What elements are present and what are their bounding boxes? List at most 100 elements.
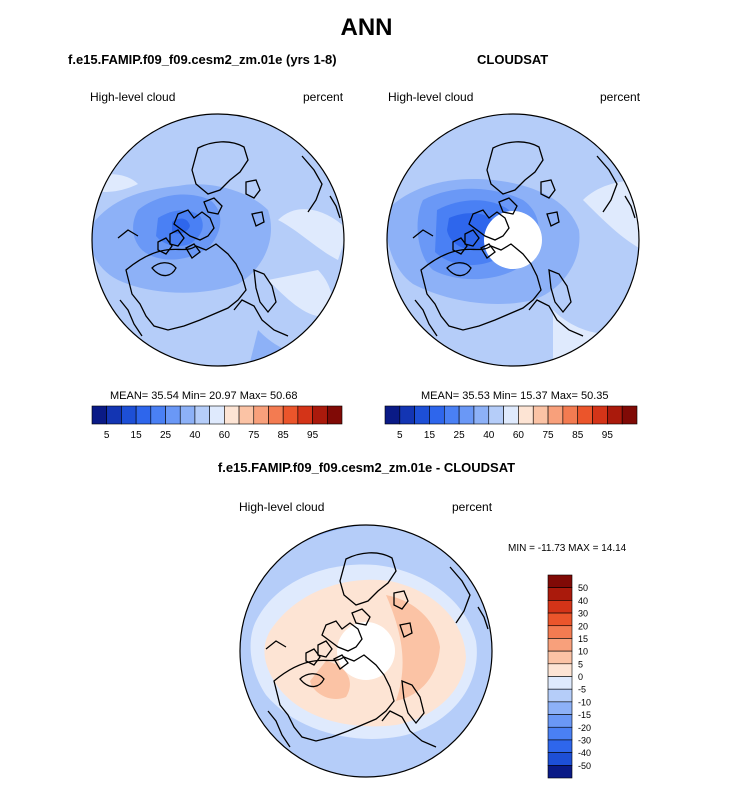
colorbar-diff-tick-label: 15 (578, 634, 588, 644)
colorbar-obs-swatch (607, 405, 623, 425)
colorbar-obs-swatch (547, 405, 564, 425)
colorbar-model-tick-label: 60 (219, 430, 231, 441)
panel-diff-stats: MIN = -11.73 MAX = 14.14 (508, 543, 626, 554)
panel-obs-variable-label: High-level cloud (388, 90, 474, 104)
colorbar-obs-swatch (532, 405, 549, 425)
map-panel-model (92, 114, 344, 366)
colorbar-model-swatch (150, 405, 166, 425)
colorbar-obs-tick-label: 95 (602, 430, 614, 441)
map-panel-diff (240, 525, 492, 777)
colorbar-obs-swatch (621, 405, 638, 425)
colorbar-diff-swatch (547, 714, 573, 728)
colorbar-model-tick-label: 95 (307, 430, 319, 441)
max-label: MAX = (568, 543, 599, 554)
panel-diff-title: f.e15.FAMIP.f09_f09.cesm2_zm.01e - CLOUD… (217, 460, 516, 475)
colorbar-obs-swatch (592, 405, 608, 425)
colorbar-diff-tick-label: -40 (578, 748, 591, 758)
colorbar-diff-swatch (547, 574, 573, 588)
colorbar-diff-tick-label: 0 (578, 672, 583, 682)
panel-obs-units-label: percent (600, 90, 641, 104)
panel-model-title: f.e15.FAMIP.f09_f09.cesm2_zm.01e (yrs 1-… (68, 52, 337, 67)
colorbar-diff-swatch (547, 638, 573, 652)
colorbar-diff-tick-label: -15 (578, 710, 591, 720)
colorbar-obs-tick-label: 5 (397, 430, 403, 441)
colorbar-diff-tick-label: 30 (578, 609, 588, 619)
colorbar-obs-swatch (503, 405, 519, 425)
colorbar-diff-swatch (547, 688, 573, 703)
colorbar-diff-swatch (547, 663, 573, 677)
colorbar-diff-swatch (547, 726, 573, 741)
colorbar-model-swatch (121, 405, 137, 425)
colorbar-obs-tick-label: 60 (513, 430, 525, 441)
colorbar-obs-tick-label: 40 (483, 430, 495, 441)
panel-model-variable-label: High-level cloud (90, 90, 176, 104)
colorbar-model-swatch (253, 405, 269, 425)
colorbar-model-swatch (209, 405, 225, 425)
colorbar-obs-swatch (458, 405, 475, 425)
panel-model-units-label: percent (303, 90, 344, 104)
colorbar-obs-swatch (399, 405, 415, 425)
panel-diff-units-label: percent (452, 500, 493, 514)
colorbar-diff-swatch (547, 587, 573, 601)
colorbar-model-swatch (194, 405, 210, 425)
colorbar-diff-swatch (547, 650, 573, 665)
colorbar-model-swatch (179, 405, 196, 425)
colorbar-model-swatch (224, 405, 240, 425)
colorbar-diff-swatch (547, 676, 573, 690)
colorbar-obs-swatch (384, 405, 401, 425)
mean-label: MEAN= (421, 390, 460, 402)
colorbar-model-swatch (135, 405, 152, 425)
colorbar-model-swatch (326, 405, 343, 425)
mean-value: 35.54 (151, 390, 179, 402)
colorbar-obs-tick-label: 85 (572, 430, 584, 441)
max-value: 14.14 (601, 543, 627, 554)
colorbar-diff-swatch (547, 625, 573, 639)
min-label: MIN = (508, 543, 535, 554)
colorbar-obs-swatch (562, 405, 579, 425)
colorbar-model-swatch (312, 405, 328, 425)
colorbar-diff-tick-label: -10 (578, 697, 591, 707)
colorbar-diff-swatch (547, 612, 573, 627)
colorbar-model-swatch (238, 405, 255, 425)
colorbar-diff-tick-label: -5 (578, 685, 586, 695)
colorbar-obs-swatch (473, 405, 490, 425)
colorbar-model-tick-label: 25 (160, 430, 172, 441)
max-value: 50.35 (580, 390, 609, 402)
panel-model-stats: MEAN= 35.54 Min= 20.97 Max= 50.68 (110, 390, 298, 402)
colorbar-diff-tick-label: -30 (578, 735, 591, 745)
map-border (239, 524, 493, 778)
colorbar-obs-tick-label: 25 (454, 430, 466, 441)
colorbar-model-swatch (268, 405, 284, 425)
colorbar-obs-swatch (414, 405, 430, 425)
mean-value: 35.53 (462, 390, 490, 402)
min-value: -11.73 (537, 543, 566, 554)
colorbar-diff-swatch (547, 600, 573, 614)
panel-diff-variable-label: High-level cloud (239, 500, 325, 514)
panel-obs-stats: MEAN= 35.53 Min= 15.37 Max= 50.35 (421, 390, 609, 402)
map-border (91, 113, 345, 367)
colorbar-diff-tick-label: 50 (578, 583, 588, 593)
min-value: 15.37 (520, 390, 548, 402)
colorbars: 5 15 25 40 60 75 85 95 5 15 25 40 60 75 85 955040302015… (91, 405, 638, 779)
colorbar-diff-tick-label: 40 (578, 596, 588, 606)
colorbar-diff-tick-label: 5 (578, 659, 583, 669)
colorbar-obs-swatch (443, 405, 460, 425)
max-value: 50.68 (269, 390, 298, 402)
colorbar-model-swatch (91, 405, 108, 425)
colorbar-model-tick-label: 5 (104, 430, 110, 441)
colorbar-diff-swatch (547, 739, 573, 753)
polar-gap (484, 211, 542, 269)
colorbar-model-tick-label: 40 (189, 430, 201, 441)
colorbar-obs-swatch (518, 405, 534, 425)
colorbar-obs-swatch (577, 405, 593, 425)
polar-gap (337, 622, 395, 680)
colorbar-diff-tick-label: 10 (578, 647, 588, 657)
max-label: Max= (239, 390, 267, 402)
map-border (386, 113, 640, 367)
colorbar-model-swatch (165, 405, 181, 425)
panel-obs-title: CLOUDSAT (477, 52, 549, 67)
min-label: Min= (492, 390, 518, 402)
min-label: Min= (181, 390, 207, 402)
colorbar-diff-swatch (547, 765, 573, 779)
